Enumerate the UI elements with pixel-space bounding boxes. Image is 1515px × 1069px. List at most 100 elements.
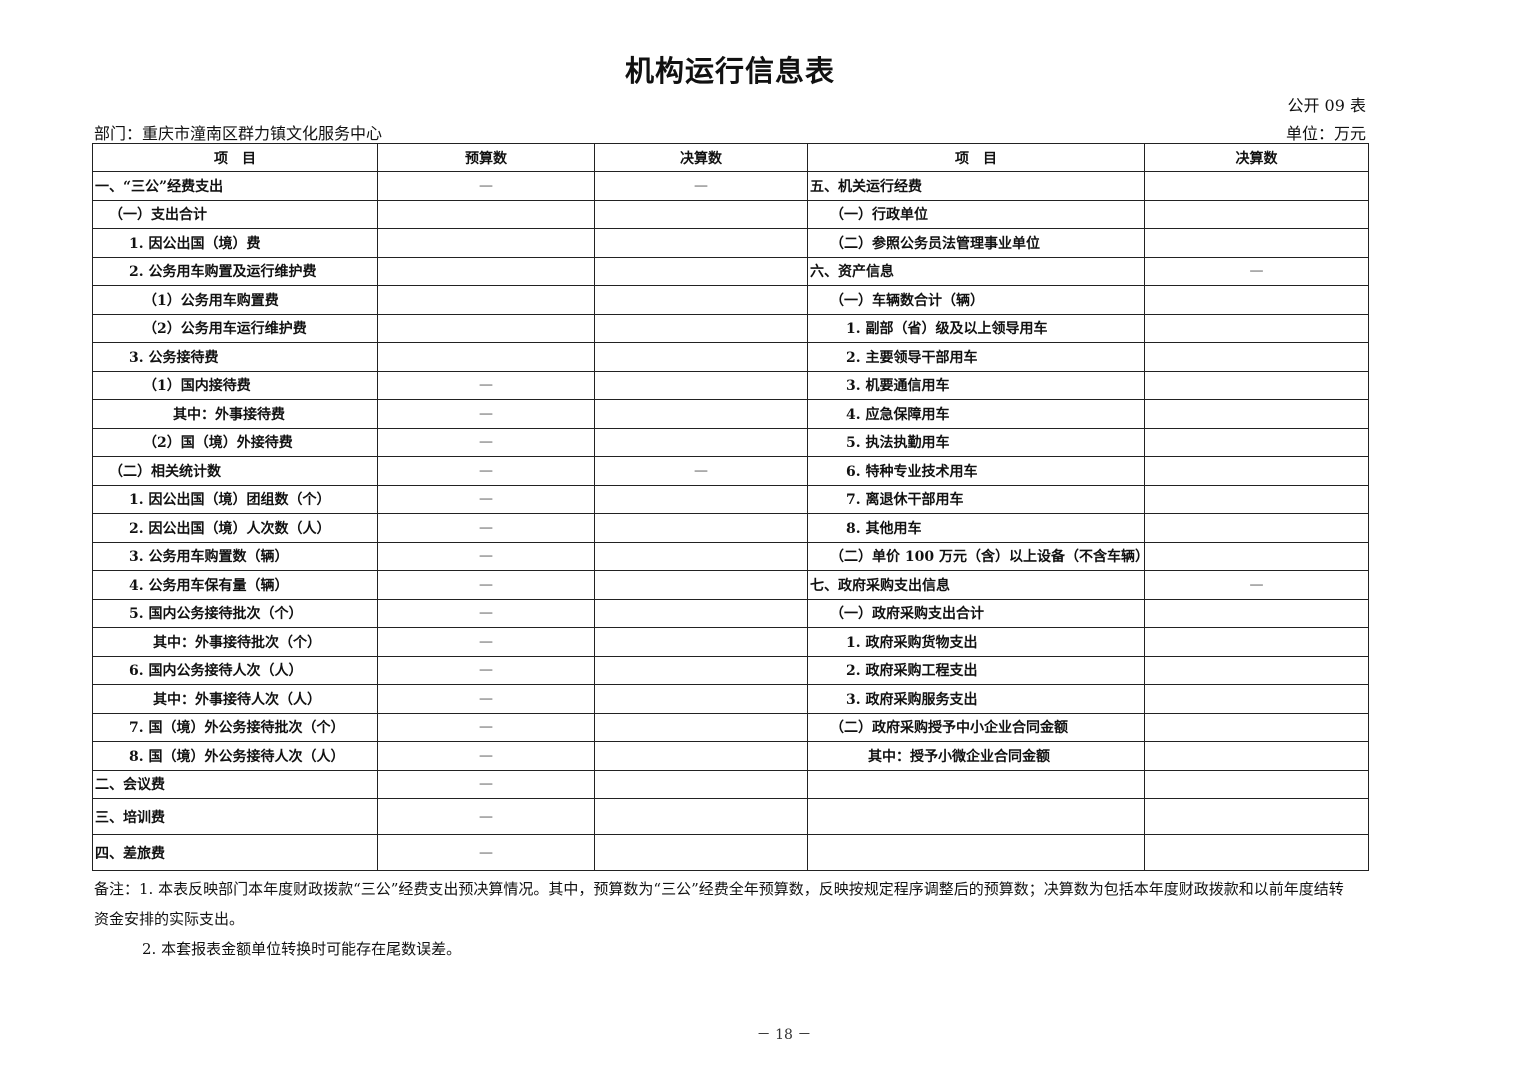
table-row: （2）国（境）外接待费 — 5. 执法执勤用车 xyxy=(92,427,1369,457)
row-budget: — xyxy=(377,627,595,657)
row-final xyxy=(594,228,808,258)
table-row: 8. 国（境）外公务接待人次（人） — 其中：授予小微企业合同金额 xyxy=(92,741,1369,771)
row-item: 其中：外事接待人次（人） xyxy=(92,684,378,714)
row-item-right: （一）车辆数合计（辆） xyxy=(807,285,1145,315)
note-line-1: 备注：1. 本表反映部门本年度财政拨款“三公”经费支出预决算情况。其中，预算数为… xyxy=(94,880,1344,898)
header-item-right: 项 目 xyxy=(807,143,1145,172)
row-item: （1）公务用车购置费 xyxy=(92,285,378,315)
table-row: 其中：外事接待批次（个） — 1. 政府采购货物支出 xyxy=(92,627,1369,657)
row-item: 四、差旅费 xyxy=(92,834,378,871)
row-budget: — xyxy=(377,399,595,429)
row-item: 3. 公务用车购置数（辆） xyxy=(92,541,378,571)
header-budget: 预算数 xyxy=(377,143,595,172)
table-row: 四、差旅费 — xyxy=(92,834,1369,871)
table-row: 5. 国内公务接待批次（个） — （一）政府采购支出合计 xyxy=(92,598,1369,628)
row-final-right xyxy=(1144,741,1369,771)
row-final xyxy=(594,570,808,600)
row-final-right xyxy=(1144,627,1369,657)
row-final xyxy=(594,798,808,835)
row-item-right: 1. 副部（省）级及以上领导用车 xyxy=(807,313,1145,343)
row-final-right xyxy=(1144,684,1369,714)
row-budget: — xyxy=(377,456,595,486)
row-final-right xyxy=(1144,798,1369,835)
header-item: 项 目 xyxy=(92,143,378,172)
row-item: 6. 国内公务接待人次（人） xyxy=(92,655,378,685)
header-final: 决算数 xyxy=(594,143,808,172)
row-item: 三、培训费 xyxy=(92,798,378,835)
row-budget: — xyxy=(377,427,595,457)
header-final-right: 决算数 xyxy=(1144,143,1369,172)
table-row: 二、会议费 — xyxy=(92,769,1369,799)
row-budget: — xyxy=(377,171,595,201)
row-item: 2. 公务用车购置及运行维护费 xyxy=(92,256,378,286)
row-item: （一）支出合计 xyxy=(92,199,378,229)
row-budget xyxy=(377,342,595,372)
row-item-right: 7. 离退休干部用车 xyxy=(807,484,1145,514)
row-final-right xyxy=(1144,456,1369,486)
row-item: 3. 公务接待费 xyxy=(92,342,378,372)
row-item-right: 3. 机要通信用车 xyxy=(807,370,1145,400)
row-item: 5. 国内公务接待批次（个） xyxy=(92,598,378,628)
department-label: 部门：重庆市潼南区群力镇文化服务中心 xyxy=(94,124,383,143)
row-final xyxy=(594,541,808,571)
row-final-right xyxy=(1144,171,1369,201)
row-final xyxy=(594,834,808,871)
table-row: 2. 公务用车购置及运行维护费 六、资产信息 — xyxy=(92,256,1369,286)
row-item-right: 七、政府采购支出信息 xyxy=(807,570,1145,600)
row-final-right xyxy=(1144,427,1369,457)
row-budget xyxy=(377,256,595,286)
row-final xyxy=(594,513,808,543)
row-final-right xyxy=(1144,199,1369,229)
row-budget: — xyxy=(377,541,595,571)
row-final xyxy=(594,399,808,429)
row-final-right xyxy=(1144,655,1369,685)
row-item-right: 其中：授予小微企业合同金额 xyxy=(807,741,1145,771)
row-item: 其中：外事接待批次（个） xyxy=(92,627,378,657)
row-final xyxy=(594,370,808,400)
table-row: 3. 公务用车购置数（辆） — （二）单价 100 万元（含）以上设备（不含车辆） xyxy=(92,541,1369,571)
table-row: 其中：外事接待人次（人） — 3. 政府采购服务支出 xyxy=(92,684,1369,714)
row-final xyxy=(594,769,808,799)
row-budget: — xyxy=(377,798,595,835)
row-budget: — xyxy=(377,370,595,400)
row-item: （2）公务用车运行维护费 xyxy=(92,313,378,343)
row-budget: — xyxy=(377,598,595,628)
table-row: 7. 国（境）外公务接待批次（个） — （二）政府采购授予中小企业合同金额 xyxy=(92,712,1369,742)
row-item-right: 2. 政府采购工程支出 xyxy=(807,655,1145,685)
row-item-right: 6. 特种专业技术用车 xyxy=(807,456,1145,486)
row-final xyxy=(594,684,808,714)
row-final-right xyxy=(1144,834,1369,871)
info-table: 项 目 预算数 决算数 项 目 决算数 一、“三公”经费支出 — — 五、机关运行经费… xyxy=(92,143,1369,871)
row-budget: — xyxy=(377,769,595,799)
row-final xyxy=(594,655,808,685)
row-item: 1. 因公出国（境）团组数（个） xyxy=(92,484,378,514)
table-row: 6. 国内公务接待人次（人） — 2. 政府采购工程支出 xyxy=(92,655,1369,685)
row-final xyxy=(594,313,808,343)
row-final xyxy=(594,741,808,771)
table-row: 1. 因公出国（境）费 （二）参照公务员法管理事业单位 xyxy=(92,228,1369,258)
table-row: （1）公务用车购置费 （一）车辆数合计（辆） xyxy=(92,285,1369,315)
row-item: （1）国内接待费 xyxy=(92,370,378,400)
table-row: （1）国内接待费 — 3. 机要通信用车 xyxy=(92,370,1369,400)
row-final xyxy=(594,484,808,514)
table-row: （二）相关统计数 — —6. 特种专业技术用车 xyxy=(92,456,1369,486)
row-item: （二）相关统计数 xyxy=(92,456,378,486)
page-title: 机构运行信息表 xyxy=(624,54,835,88)
row-item: 4. 公务用车保有量（辆） xyxy=(92,570,378,600)
row-final xyxy=(594,427,808,457)
row-item: 2. 因公出国（境）人次数（人） xyxy=(92,513,378,543)
note-line-3: 2. 本套报表金额单位转换时可能存在尾数误差。 xyxy=(142,940,462,958)
row-item-right: 8. 其他用车 xyxy=(807,513,1145,543)
table-row: 4. 公务用车保有量（辆） — 七、政府采购支出信息 — xyxy=(92,570,1369,600)
row-item-right: 五、机关运行经费 xyxy=(807,171,1145,201)
row-budget xyxy=(377,199,595,229)
row-final-right xyxy=(1144,541,1369,571)
row-final xyxy=(594,712,808,742)
row-final: — xyxy=(594,456,808,486)
row-final-right xyxy=(1144,342,1369,372)
row-final-right xyxy=(1144,313,1369,343)
page-number: － 18 － xyxy=(756,1027,812,1043)
table-header-row: 项 目 预算数 决算数 项 目 决算数 xyxy=(92,143,1369,172)
row-item: 8. 国（境）外公务接待人次（人） xyxy=(92,741,378,771)
row-item-right xyxy=(807,769,1145,799)
